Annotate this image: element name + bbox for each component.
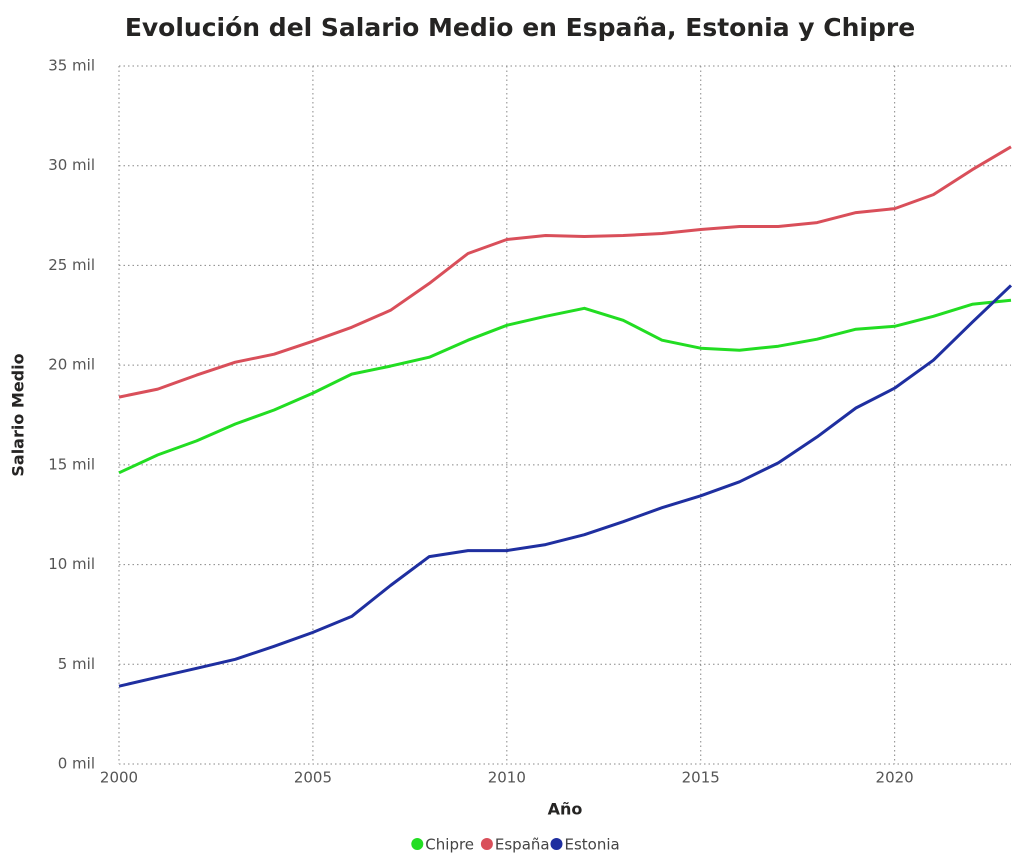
x-tick-label: 2015 [682, 769, 720, 787]
legend-label: Chipre [425, 836, 474, 854]
series-line [118, 284, 1013, 688]
chart-title: Evolución del Salario Medio en España, E… [125, 13, 915, 42]
y-tick-label: 10 mil [48, 555, 95, 573]
y-tick-label: 25 mil [48, 256, 95, 274]
y-tick-label: 0 mil [58, 755, 95, 773]
legend-label: España [495, 836, 550, 854]
x-tick-label: 2010 [488, 769, 526, 787]
y-tick-label: 5 mil [58, 655, 95, 673]
y-axis-label: Salario Medio [9, 353, 28, 476]
x-tick-label: 2000 [100, 769, 138, 787]
y-tick-label: 20 mil [48, 356, 95, 374]
legend-label: Estonia [565, 836, 620, 854]
legend-marker [411, 838, 424, 850]
series-line [118, 298, 1012, 475]
y-tick-label: 30 mil [48, 156, 95, 174]
series-line [118, 145, 1012, 399]
y-tick-label: 35 mil [48, 57, 95, 75]
x-axis-label: Año [548, 800, 583, 819]
legend-marker [550, 838, 563, 850]
x-tick-label: 2020 [876, 769, 914, 787]
legend-marker [480, 838, 493, 850]
x-tick-label: 2005 [294, 769, 332, 787]
y-tick-label: 15 mil [48, 455, 95, 473]
